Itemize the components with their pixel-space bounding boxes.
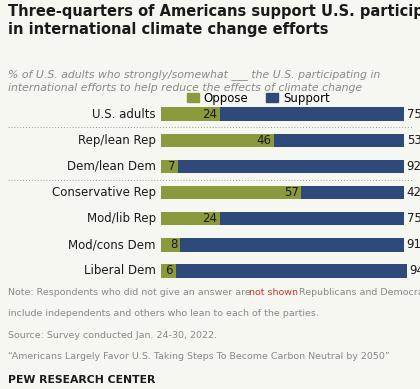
Bar — [220, 107, 404, 121]
Bar — [161, 186, 301, 200]
Text: PEW RESEARCH CENTER: PEW RESEARCH CENTER — [8, 375, 156, 385]
Text: Dem/lean Dem: Dem/lean Dem — [67, 160, 156, 173]
Text: 75: 75 — [407, 108, 420, 121]
Text: % of U.S. adults who strongly/somewhat ___ the U.S. participating in
internation: % of U.S. adults who strongly/somewhat _… — [8, 69, 381, 93]
Text: 92: 92 — [407, 160, 420, 173]
Text: Three-quarters of Americans support U.S. participation
in international climate : Three-quarters of Americans support U.S.… — [8, 4, 420, 37]
Text: Conservative Rep: Conservative Rep — [52, 186, 156, 199]
Bar — [301, 186, 404, 200]
Text: . Republicans and Democrats: . Republicans and Democrats — [293, 288, 420, 297]
Bar — [181, 238, 404, 252]
Text: Rep/lean Rep: Rep/lean Rep — [78, 134, 156, 147]
Bar — [161, 160, 178, 173]
Text: not shown: not shown — [249, 288, 298, 297]
Text: 57: 57 — [284, 186, 299, 199]
Text: include independents and others who lean to each of the parties.: include independents and others who lean… — [8, 309, 319, 318]
Text: U.S. adults: U.S. adults — [92, 108, 156, 121]
Text: 42: 42 — [407, 186, 420, 199]
Legend: Oppose, Support: Oppose, Support — [187, 92, 330, 105]
Text: Mod/cons Dem: Mod/cons Dem — [68, 238, 156, 251]
Text: 94: 94 — [409, 265, 420, 277]
Text: 46: 46 — [257, 134, 271, 147]
Text: 24: 24 — [202, 108, 218, 121]
Text: 7: 7 — [168, 160, 176, 173]
Text: “Americans Largely Favor U.S. Taking Steps To Become Carbon Neutral by 2050”: “Americans Largely Favor U.S. Taking Ste… — [8, 352, 390, 361]
Bar — [161, 264, 176, 278]
Bar — [161, 212, 220, 226]
Text: 53: 53 — [407, 134, 420, 147]
Text: 6: 6 — [165, 265, 173, 277]
Text: Note: Respondents who did not give an answer are: Note: Respondents who did not give an an… — [8, 288, 254, 297]
Bar — [220, 212, 404, 226]
Text: Mod/lib Rep: Mod/lib Rep — [87, 212, 156, 225]
Bar — [178, 160, 404, 173]
Text: 24: 24 — [202, 212, 218, 225]
Bar — [161, 133, 274, 147]
Text: 91: 91 — [407, 238, 420, 251]
Bar — [274, 133, 404, 147]
Text: Source: Survey conducted Jan. 24-30, 2022.: Source: Survey conducted Jan. 24-30, 202… — [8, 331, 218, 340]
Bar — [161, 107, 220, 121]
Bar — [161, 238, 181, 252]
Text: 8: 8 — [171, 238, 178, 251]
Text: 75: 75 — [407, 212, 420, 225]
Bar — [176, 264, 407, 278]
Text: Liberal Dem: Liberal Dem — [84, 265, 156, 277]
